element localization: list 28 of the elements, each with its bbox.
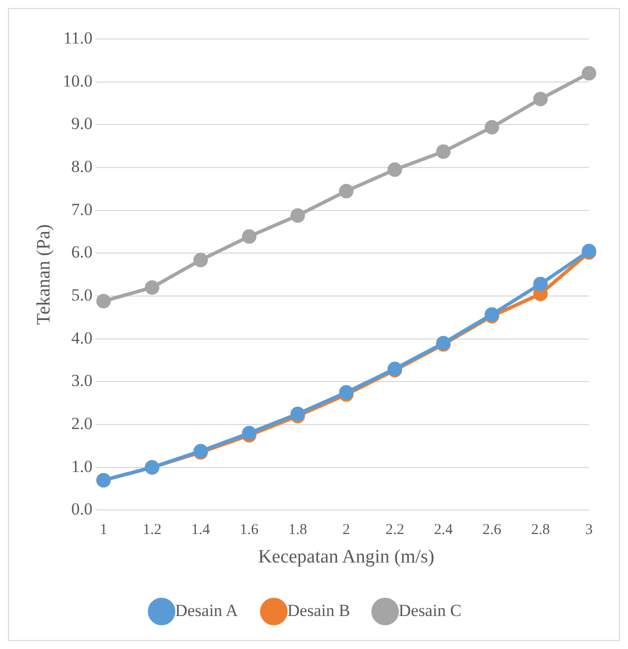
y-tick-label: 3.0 — [71, 371, 93, 390]
y-tick-label: 11.0 — [63, 28, 93, 48]
y-tick-label: 4.0 — [71, 328, 93, 348]
x-tick-label: 1 — [100, 522, 108, 538]
y-tick-label: 1.0 — [71, 456, 93, 476]
x-axis-title: Kecepatan Angin (m/s) — [258, 546, 434, 568]
x-tick-label: 2 — [342, 522, 350, 538]
y-axis-title: Tekanan (Pa) — [33, 224, 54, 325]
x-tick-label: 1.4 — [191, 522, 211, 538]
x-tick-label: 2.6 — [482, 522, 502, 538]
x-tick-label: 1.8 — [288, 522, 308, 538]
y-tick-label: 0.0 — [71, 500, 93, 519]
x-tick-label: 1.6 — [240, 522, 260, 538]
x-tick-label: 1.2 — [142, 522, 162, 538]
y-tick-label: 10.0 — [62, 71, 93, 90]
x-tick-label: 2.2 — [385, 522, 404, 538]
y-tick-label: 5.0 — [71, 285, 93, 304]
y-tick-label: 6.0 — [71, 242, 93, 262]
x-tick-label: 2.4 — [434, 522, 454, 538]
x-tick-label: 2.8 — [531, 522, 550, 538]
y-tick-label: 8.0 — [71, 156, 93, 176]
y-tick-label: 9.0 — [71, 114, 93, 134]
legend-label: Desain C — [398, 600, 462, 620]
legend-label: Desain B — [287, 600, 350, 620]
x-tick-label: 3 — [585, 522, 593, 538]
y-tick-label: 7.0 — [71, 200, 93, 219]
y-tick-label: 2.0 — [71, 414, 93, 433]
legend-label: Desain A — [175, 600, 239, 620]
